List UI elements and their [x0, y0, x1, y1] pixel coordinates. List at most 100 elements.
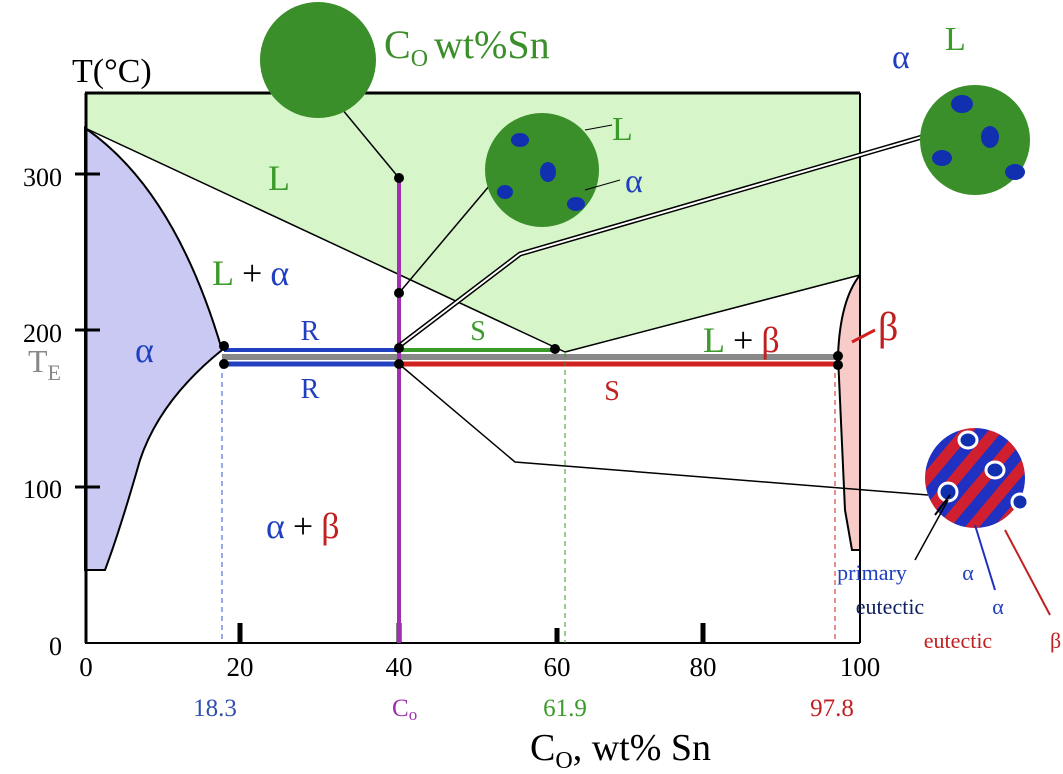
eutectic-temp: TE	[28, 343, 61, 385]
shape	[1005, 164, 1025, 180]
points	[219, 173, 843, 370]
marked-composition: 61.9	[543, 695, 587, 722]
liquid-sample	[260, 2, 376, 118]
region-label: L + α	[212, 253, 289, 293]
shape	[932, 150, 952, 166]
x-tick-label: 60	[544, 652, 571, 682]
region-label: L + β	[703, 320, 780, 360]
shape	[981, 126, 999, 148]
region-label: α	[135, 330, 154, 370]
point	[833, 351, 843, 361]
microstructures	[260, 2, 1051, 616]
shape	[567, 197, 585, 211]
l: L	[703, 320, 725, 360]
eutectic-lines	[221, 178, 838, 643]
shape	[957, 430, 979, 450]
phase: β	[761, 320, 779, 360]
b: β	[321, 506, 339, 546]
lever-label: R	[301, 374, 320, 405]
arrow	[934, 494, 951, 516]
marked-composition: 97.8	[810, 695, 854, 722]
c: C	[384, 22, 411, 67]
micro-label: eutectic	[856, 594, 925, 619]
connectors	[317, 79, 929, 496]
plus: +	[733, 320, 753, 360]
x-tick-label: 80	[690, 652, 717, 682]
arrow	[851, 328, 876, 344]
phase: α	[270, 253, 289, 293]
marked-composition: Co	[392, 695, 417, 724]
c: C	[530, 727, 555, 769]
x-tick-label: 100	[840, 652, 881, 682]
point	[219, 341, 229, 351]
t: T	[28, 343, 48, 379]
y-tick-label: 0	[49, 632, 62, 661]
shape	[951, 95, 973, 113]
shape	[511, 133, 529, 147]
shape	[540, 162, 556, 182]
micro-label: α	[992, 594, 1004, 619]
point	[394, 343, 404, 353]
alpha-grains	[497, 133, 585, 211]
arrow	[1004, 529, 1051, 616]
point	[550, 344, 560, 354]
region-label: L	[268, 158, 290, 198]
l: L	[212, 253, 234, 293]
shape	[1010, 492, 1030, 512]
lever-label: R	[301, 316, 320, 347]
primary-alpha	[937, 430, 1030, 512]
rest: , wt% Sn	[573, 727, 711, 769]
micro-label: eutectic	[924, 628, 993, 653]
y-tick-label: 100	[23, 475, 62, 504]
x-axis-title: CO, wt% Sn	[530, 727, 711, 774]
plus: +	[293, 506, 313, 546]
labels: T(°C) 300 200 100 0 0 20 40 60 80 100 18…	[23, 21, 1061, 774]
regions	[84, 93, 861, 571]
point	[219, 359, 229, 369]
arrow	[914, 499, 949, 561]
subscript: O	[411, 46, 428, 72]
micro-label: primary	[837, 560, 907, 585]
phase-label: α	[892, 39, 910, 76]
eutectic-sample	[925, 428, 1025, 528]
micro-label: β	[1050, 628, 1061, 653]
leader	[584, 179, 621, 191]
leader	[584, 124, 613, 131]
x-tick-label: 0	[79, 652, 93, 682]
marked-composition: 18.3	[193, 695, 237, 722]
liquid-region	[85, 93, 860, 352]
alpha-region	[84, 126, 224, 571]
shape	[984, 460, 1006, 480]
x-tick-label: 20	[227, 652, 254, 682]
micro-label: α	[962, 560, 974, 585]
y-axis-title: T(°C)	[72, 53, 152, 90]
arrow	[974, 524, 996, 591]
alpha-liquid-sample	[920, 85, 1030, 195]
subscript: o	[409, 705, 418, 724]
liquidus	[564, 274, 861, 353]
y-tick-label: 200	[23, 319, 62, 348]
lever-label: S	[470, 316, 486, 347]
phase-label: α	[625, 163, 643, 200]
rest: wt%Sn	[434, 22, 550, 67]
c: C	[392, 695, 409, 722]
frame	[75, 91, 861, 644]
phase-label: L	[945, 21, 966, 58]
alpha-grains	[932, 95, 1025, 180]
connector	[398, 363, 929, 496]
composition-label: CO wt%Sn	[384, 22, 550, 72]
point	[394, 173, 404, 183]
point	[394, 359, 404, 369]
liquidus	[84, 127, 566, 353]
phase-label: L	[612, 111, 633, 148]
subscript: O	[555, 748, 572, 774]
point	[833, 360, 843, 370]
subscript: E	[48, 360, 61, 385]
a: α	[266, 506, 285, 546]
shape	[497, 185, 513, 199]
beta-region	[836, 272, 861, 551]
connector	[398, 184, 491, 294]
point	[394, 288, 404, 298]
